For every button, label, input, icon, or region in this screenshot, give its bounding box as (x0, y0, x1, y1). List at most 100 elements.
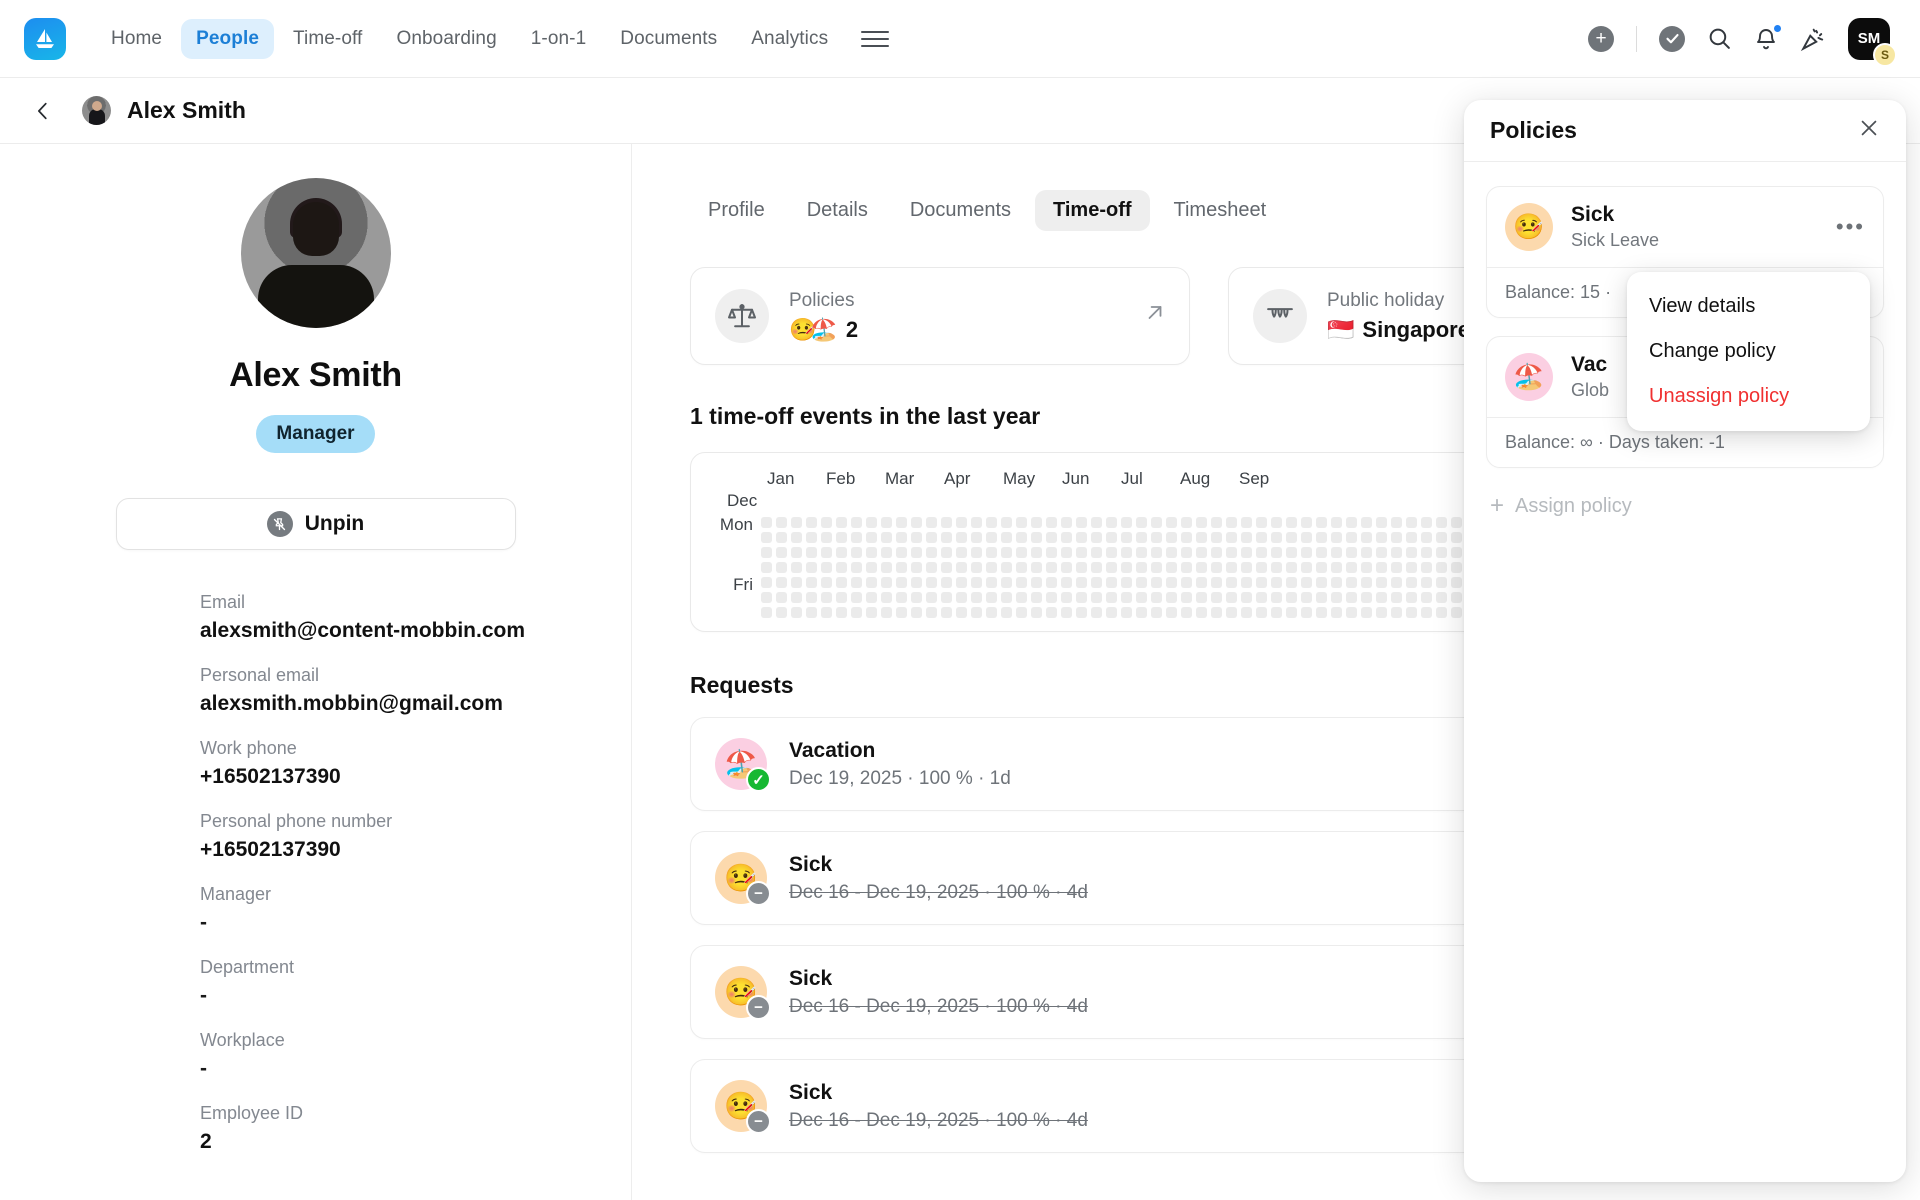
heatmap-cell[interactable] (896, 592, 907, 603)
heatmap-cell[interactable] (791, 592, 802, 603)
heatmap-cell[interactable] (1331, 577, 1342, 588)
heatmap-cell[interactable] (956, 592, 967, 603)
heatmap-cell[interactable] (881, 517, 892, 528)
heatmap-cell[interactable] (1016, 517, 1027, 528)
heatmap-cell[interactable] (836, 607, 847, 618)
arrow-up-right-icon[interactable] (1143, 301, 1167, 332)
heatmap-cell[interactable] (956, 517, 967, 528)
heatmap-cell[interactable] (941, 592, 952, 603)
heatmap-cell[interactable] (1406, 547, 1417, 558)
heatmap-cell[interactable] (1376, 592, 1387, 603)
heatmap-cell[interactable] (776, 577, 787, 588)
heatmap-cell[interactable] (1121, 592, 1132, 603)
heatmap-cell[interactable] (866, 517, 877, 528)
heatmap-cell[interactable] (1211, 547, 1222, 558)
heatmap-cell[interactable] (1421, 532, 1432, 543)
heatmap-cell[interactable] (821, 592, 832, 603)
heatmap-cell[interactable] (1181, 562, 1192, 573)
heatmap-cell[interactable] (1241, 607, 1252, 618)
heatmap-cell[interactable] (1436, 577, 1447, 588)
heatmap-cell[interactable] (791, 562, 802, 573)
heatmap-cell[interactable] (1436, 547, 1447, 558)
heatmap-cell[interactable] (1361, 547, 1372, 558)
heatmap-cell[interactable] (896, 547, 907, 558)
heatmap-cell[interactable] (1031, 607, 1042, 618)
heatmap-cell[interactable] (1151, 607, 1162, 618)
heatmap-cell[interactable] (1286, 562, 1297, 573)
heatmap-cell[interactable] (1046, 607, 1057, 618)
heatmap-cell[interactable] (941, 547, 952, 558)
heatmap-cell[interactable] (1076, 607, 1087, 618)
heatmap-cell[interactable] (1046, 517, 1057, 528)
heatmap-cell[interactable] (806, 562, 817, 573)
heatmap-cell[interactable] (1436, 562, 1447, 573)
heatmap-cell[interactable] (1166, 562, 1177, 573)
heatmap-cell[interactable] (836, 562, 847, 573)
heatmap-cell[interactable] (776, 562, 787, 573)
heatmap-cell[interactable] (1196, 532, 1207, 543)
tab-documents[interactable]: Documents (909, 199, 1011, 221)
heatmap-cell[interactable] (1031, 592, 1042, 603)
heatmap-cell[interactable] (1211, 592, 1222, 603)
heatmap-cell[interactable] (1391, 562, 1402, 573)
heatmap-cell[interactable] (1031, 517, 1042, 528)
heatmap-cell[interactable] (1301, 532, 1312, 543)
heatmap-cell[interactable] (1391, 547, 1402, 558)
heatmap-cell[interactable] (1391, 517, 1402, 528)
heatmap-cell[interactable] (806, 547, 817, 558)
heatmap-cell[interactable] (971, 607, 982, 618)
heatmap-cell[interactable] (1001, 562, 1012, 573)
heatmap-cell[interactable] (1136, 592, 1147, 603)
heatmap-cell[interactable] (791, 577, 802, 588)
heatmap-cell[interactable] (806, 592, 817, 603)
menu-item-unassign-policy[interactable]: Unassign policy (1649, 385, 1790, 407)
heatmap-cell[interactable] (1166, 577, 1177, 588)
heatmap-cell[interactable] (1376, 577, 1387, 588)
confetti-icon[interactable] (1800, 26, 1826, 52)
heatmap-cell[interactable] (1106, 547, 1117, 558)
heatmap-cell[interactable] (881, 607, 892, 618)
heatmap-cell[interactable] (1181, 532, 1192, 543)
heatmap-cell[interactable] (1271, 532, 1282, 543)
heatmap-cell[interactable] (1331, 532, 1342, 543)
heatmap-cell[interactable] (761, 577, 772, 588)
heatmap-cell[interactable] (836, 517, 847, 528)
heatmap-cell[interactable] (1046, 532, 1057, 543)
heatmap-cell[interactable] (1121, 547, 1132, 558)
heatmap-cell[interactable] (806, 607, 817, 618)
heatmap-cell[interactable] (1331, 562, 1342, 573)
heatmap-cell[interactable] (1181, 607, 1192, 618)
heatmap-cell[interactable] (1196, 607, 1207, 618)
heatmap-cell[interactable] (1316, 607, 1327, 618)
heatmap-cell[interactable] (1286, 607, 1297, 618)
heatmap-cell[interactable] (1046, 562, 1057, 573)
heatmap-cell[interactable] (866, 607, 877, 618)
heatmap-cell[interactable] (776, 532, 787, 543)
heatmap-cell[interactable] (1016, 562, 1027, 573)
nav-item-analytics[interactable]: Analytics (751, 27, 829, 49)
heatmap-cell[interactable] (821, 577, 832, 588)
heatmap-cell[interactable] (1166, 517, 1177, 528)
heatmap-cell[interactable] (836, 592, 847, 603)
heatmap-cell[interactable] (1061, 607, 1072, 618)
heatmap-cell[interactable] (1151, 562, 1162, 573)
heatmap-cell[interactable] (1151, 592, 1162, 603)
nav-item-onboarding[interactable]: Onboarding (396, 27, 497, 49)
heatmap-cell[interactable] (866, 577, 877, 588)
heatmap-cell[interactable] (1376, 607, 1387, 618)
heatmap-cell[interactable] (911, 547, 922, 558)
heatmap-cell[interactable] (1001, 547, 1012, 558)
heatmap-cell[interactable] (1061, 517, 1072, 528)
heatmap-cell[interactable] (1061, 577, 1072, 588)
heatmap-cell[interactable] (1196, 547, 1207, 558)
heatmap-cell[interactable] (821, 607, 832, 618)
heatmap-cell[interactable] (1001, 607, 1012, 618)
heatmap-cell[interactable] (1106, 562, 1117, 573)
heatmap-cell[interactable] (1016, 547, 1027, 558)
heatmap-cell[interactable] (911, 517, 922, 528)
heatmap-cell[interactable] (1286, 577, 1297, 588)
heatmap-cell[interactable] (761, 607, 772, 618)
heatmap-cell[interactable] (776, 547, 787, 558)
heatmap-cell[interactable] (1301, 607, 1312, 618)
heatmap-cell[interactable] (1256, 562, 1267, 573)
